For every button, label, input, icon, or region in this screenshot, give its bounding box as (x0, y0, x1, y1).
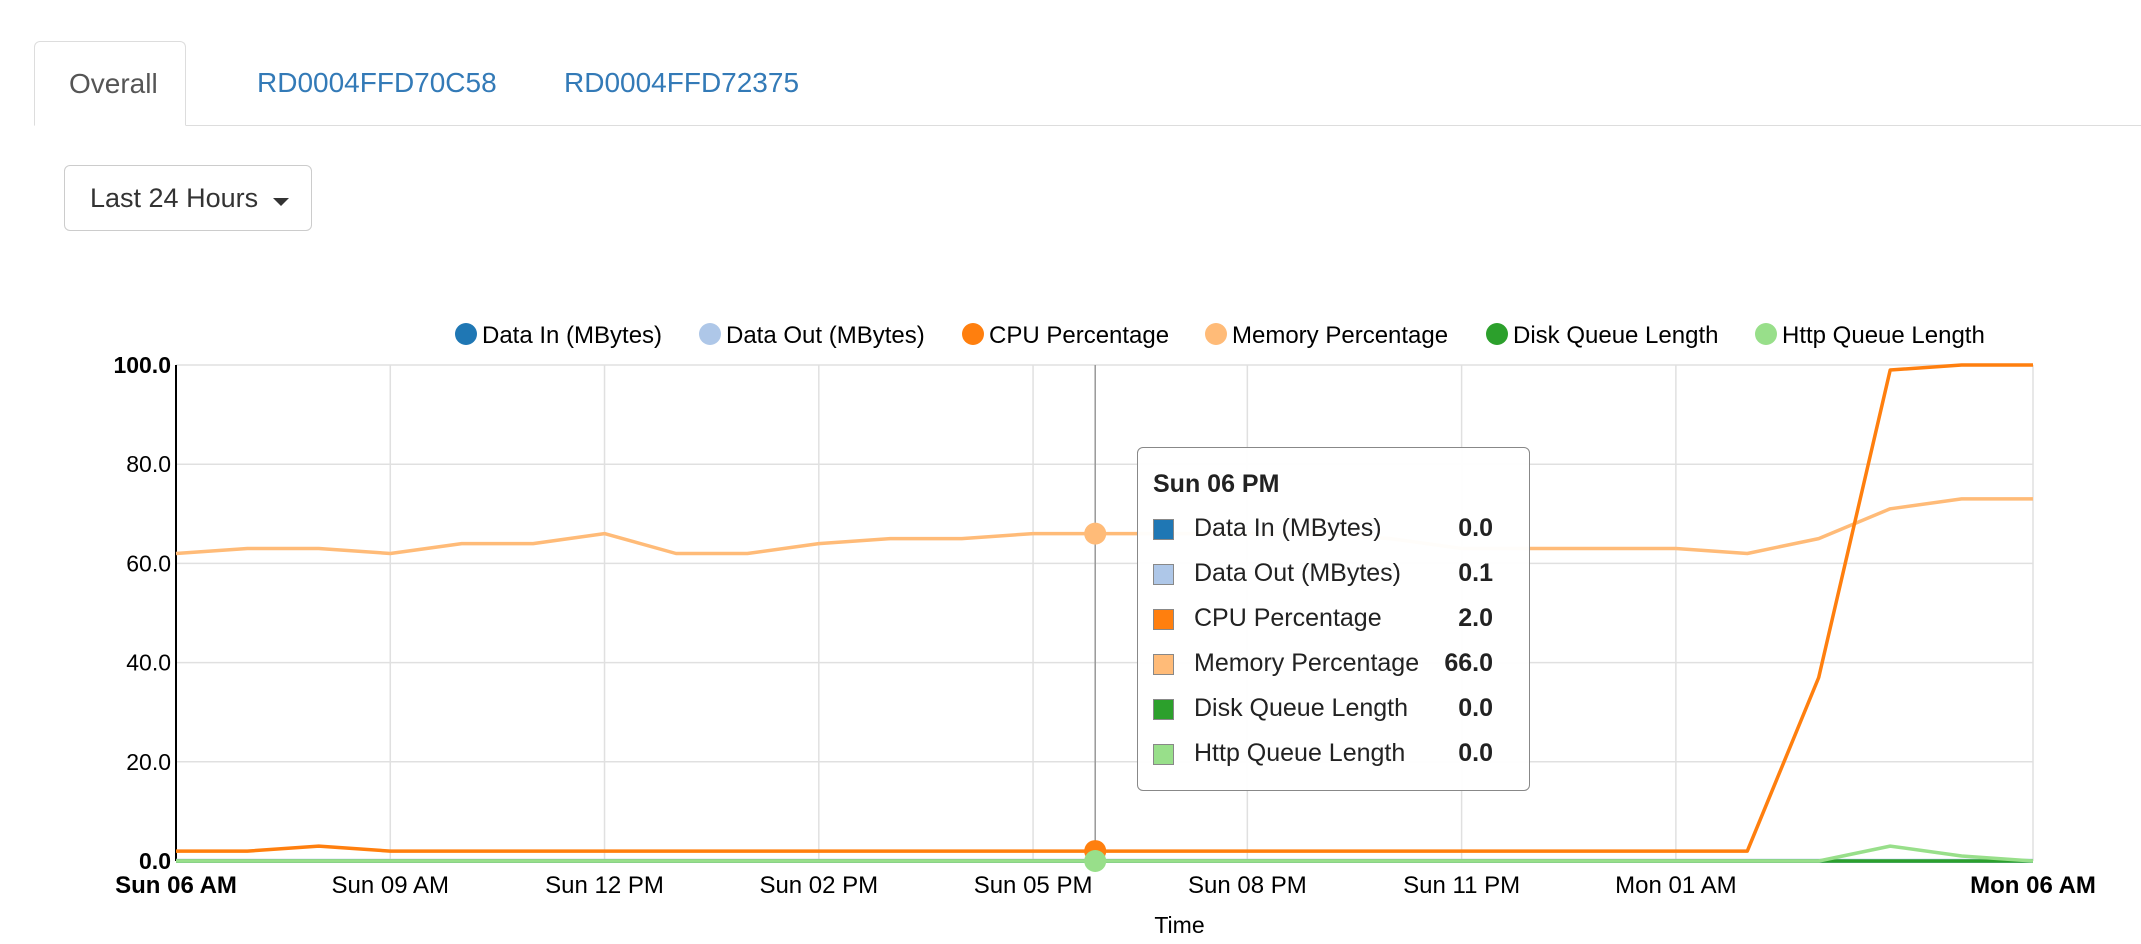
legend-marker-data-in-mbytes (455, 323, 477, 345)
tooltip-title: Sun 06 PM (1153, 470, 1280, 498)
tab-rd0004ffd70c58[interactable]: RD0004FFD70C58 (257, 67, 497, 98)
x-tick-label: Mon 06 AM (1970, 872, 2096, 899)
legend-label-data-out-mbytes: Data Out (MBytes) (726, 322, 925, 349)
tooltip-series-name: Data In (MBytes) (1194, 514, 1382, 542)
tooltip-series-value: 0.0 (1458, 739, 1493, 767)
legend-marker-http-queue-length (1755, 323, 1777, 345)
y-tick-label: 80.0 (126, 451, 171, 477)
x-tick-label: Sun 12 PM (545, 872, 664, 899)
time-range-label: Last 24 Hours (90, 183, 259, 213)
tooltip-row-disk-queue: Disk Queue Length 0.0 (1153, 690, 1513, 730)
y-tick-label: 40.0 (126, 650, 171, 676)
y-tick-label: 20.0 (126, 749, 171, 775)
tab-bar: Overall RD0004FFD70C58 RD0004FFD72375 (34, 41, 2141, 126)
y-tick-label: 0.0 (139, 848, 171, 874)
caret-down-icon (273, 198, 289, 206)
tooltip-series-value: 66.0 (1444, 649, 1493, 677)
data-in-swatch-icon (1153, 519, 1174, 540)
hover-point-http-queue-length (1084, 850, 1107, 872)
x-tick-label: Sun 05 PM (974, 872, 1093, 899)
tooltip-series-value: 0.0 (1458, 694, 1493, 722)
tooltip-series-name: Disk Queue Length (1194, 694, 1409, 722)
legend-label-data-in-mbytes: Data In (MBytes) (482, 322, 662, 349)
hover-point-memory-percentage (1084, 522, 1107, 545)
tooltip-row-http-queue: Http Queue Length 0.0 (1153, 735, 1513, 775)
tooltip-series-name: Memory Percentage (1194, 649, 1420, 677)
x-tick-label: Sun 06 AM (115, 872, 237, 899)
tooltip-series-value: 0.1 (1458, 559, 1493, 587)
legend-marker-memory-percentage (1205, 323, 1227, 345)
tab-overall[interactable]: Overall (34, 41, 186, 126)
y-tick-label: 60.0 (126, 550, 171, 576)
data-out-swatch-icon (1153, 564, 1174, 585)
legend-marker-data-out-mbytes (699, 323, 721, 345)
http-queue-swatch-icon (1153, 744, 1174, 765)
x-axis-label: Time (1154, 912, 1204, 938)
cpu-swatch-icon (1153, 609, 1174, 630)
tooltip-series-name: Http Queue Length (1194, 739, 1406, 767)
x-tick-label: Sun 09 AM (332, 872, 449, 899)
tooltip-row-data-in: Data In (MBytes) 0.0 (1153, 510, 1513, 550)
x-tick-label: Mon 01 AM (1615, 872, 1736, 899)
tooltip-series-value: 2.0 (1458, 604, 1493, 632)
memory-swatch-icon (1153, 654, 1174, 675)
disk-queue-swatch-icon (1153, 699, 1174, 720)
chart-tooltip: Sun 06 PM Data In (MBytes) 0.0 Data Out … (1137, 447, 1530, 791)
legend-label-memory-percentage: Memory Percentage (1232, 322, 1448, 349)
y-tick-label: 100.0 (113, 352, 171, 378)
tooltip-series-value: 0.0 (1458, 514, 1493, 542)
tooltip-row-data-out: Data Out (MBytes) 0.1 (1153, 555, 1513, 595)
legend-label-http-queue-length: Http Queue Length (1782, 322, 1985, 349)
x-tick-label: Sun 11 PM (1403, 872, 1520, 899)
tooltip-row-cpu: CPU Percentage 2.0 (1153, 600, 1513, 640)
x-tick-label: Sun 02 PM (759, 872, 878, 899)
time-range-dropdown[interactable]: Last 24 Hours (64, 165, 312, 231)
x-tick-label: Sun 08 PM (1188, 872, 1307, 899)
series-line-cpu-percentage (176, 363, 2033, 853)
tab-rd0004ffd72375[interactable]: RD0004FFD72375 (564, 67, 800, 98)
legend-marker-cpu-percentage (962, 323, 984, 345)
legend-label-cpu-percentage: CPU Percentage (989, 322, 1169, 349)
legend-marker-disk-queue-length (1486, 323, 1508, 345)
legend-label-disk-queue-length: Disk Queue Length (1513, 322, 1718, 349)
tooltip-series-name: CPU Percentage (1194, 604, 1382, 632)
tooltip-row-memory: Memory Percentage 66.0 (1153, 645, 1513, 685)
series-line-memory-percentage (175, 497, 2033, 556)
tooltip-series-name: Data Out (MBytes) (1194, 559, 1401, 587)
